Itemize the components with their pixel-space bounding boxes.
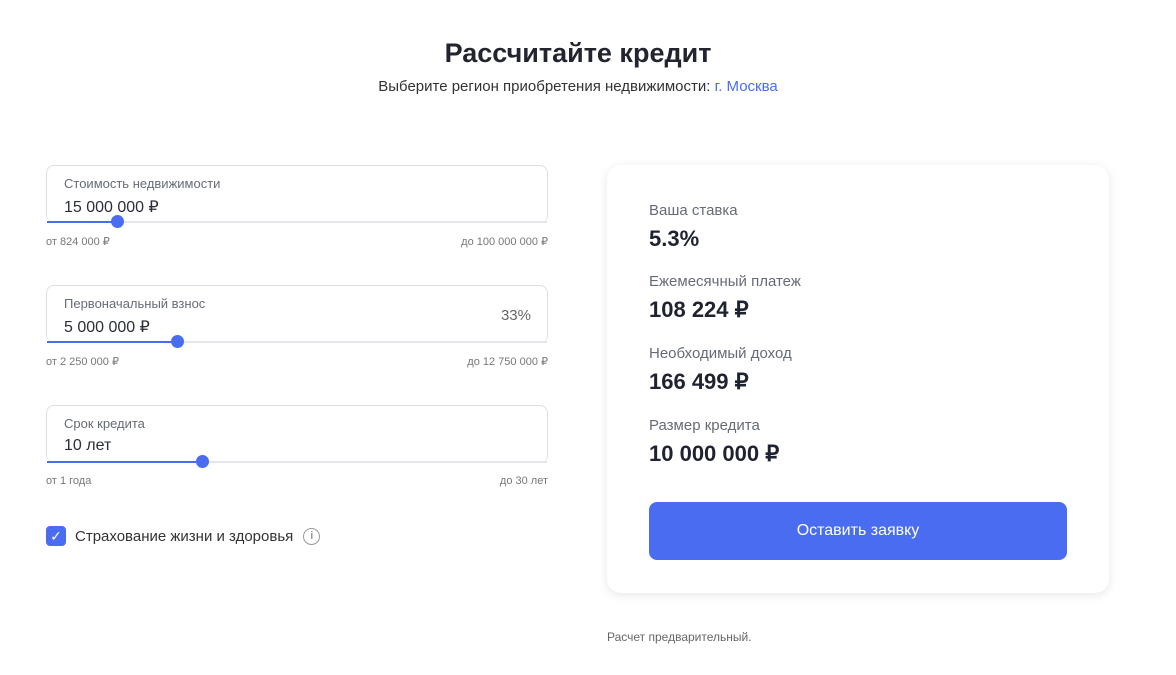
slider-handle[interactable]: [111, 215, 124, 228]
range-max: до 12 750 000 ₽: [467, 356, 548, 368]
payment-label: Ежемесячный платеж: [649, 273, 801, 290]
payment-value: 108 224 ₽: [649, 297, 749, 322]
field-label: Срок кредита: [64, 416, 145, 431]
loan-term-field[interactable]: Срок кредита 10 лет: [46, 405, 548, 468]
loan-term-input[interactable]: 10 лет: [64, 437, 112, 454]
page-title: Рассчитайте кредит: [444, 38, 712, 68]
range-max: до 100 000 000 ₽: [461, 236, 548, 248]
loan-term-range: от 1 года до 30 лет: [46, 475, 548, 487]
down-payment-field[interactable]: Первоначальный взнос 5 000 000 ₽ 33%: [46, 285, 548, 348]
region-link[interactable]: г. Москва: [714, 78, 778, 95]
down-payment-range: от 2 250 000 ₽ до 12 750 000 ₽: [46, 355, 548, 368]
slider-handle[interactable]: [171, 335, 184, 348]
field-label: Первоначальный взнос: [64, 296, 206, 311]
rate-value: 5.3%: [649, 226, 700, 251]
property-cost-range: от 824 000 ₽ до 100 000 000 ₽: [46, 235, 548, 248]
range-min: от 824 000 ₽: [46, 236, 110, 248]
down-payment-percent: 33%: [500, 307, 531, 324]
income-label: Необходимый доход: [649, 345, 792, 362]
region-selector: Выберите регион приобретения недвижимост…: [0, 78, 1156, 95]
result-card: Ваша ставка 5.3% Ежемесячный платеж 108 …: [607, 165, 1109, 593]
info-icon[interactable]: i: [303, 527, 321, 545]
insurance-label[interactable]: Страхование жизни и здоровья: [75, 527, 294, 545]
range-max: до 30 лет: [499, 475, 548, 487]
down-payment-slider[interactable]: [47, 335, 547, 348]
range-min: от 2 250 000 ₽: [46, 356, 119, 368]
slider-fill: [47, 341, 177, 343]
down-payment-input[interactable]: 5 000 000 ₽: [64, 319, 150, 336]
property-cost-input[interactable]: 15 000 000 ₽: [64, 199, 159, 216]
region-prompt: Выберите регион приобретения недвижимост…: [378, 78, 711, 95]
insurance-option: ✓ Страхование жизни и здоровья i: [46, 526, 321, 546]
loan-label: Размер кредита: [649, 417, 760, 434]
field-label: Стоимость недвижимости: [64, 176, 221, 191]
income-value: 166 499 ₽: [649, 369, 749, 394]
slider-fill: [47, 221, 117, 223]
slider-fill: [47, 461, 202, 463]
range-min: от 1 года: [46, 475, 92, 487]
insurance-checkbox[interactable]: ✓: [46, 526, 66, 546]
loan-term-slider[interactable]: [47, 455, 547, 468]
disclaimer: Расчет предварительный.: [607, 630, 752, 644]
submit-application-button[interactable]: Оставить заявку: [649, 502, 1067, 560]
property-cost-field[interactable]: Стоимость недвижимости 15 000 000 ₽: [46, 165, 548, 228]
property-cost-slider[interactable]: [47, 215, 547, 228]
rate-label: Ваша ставка: [649, 202, 738, 219]
loan-value: 10 000 000 ₽: [649, 441, 780, 466]
slider-handle[interactable]: [196, 455, 209, 468]
